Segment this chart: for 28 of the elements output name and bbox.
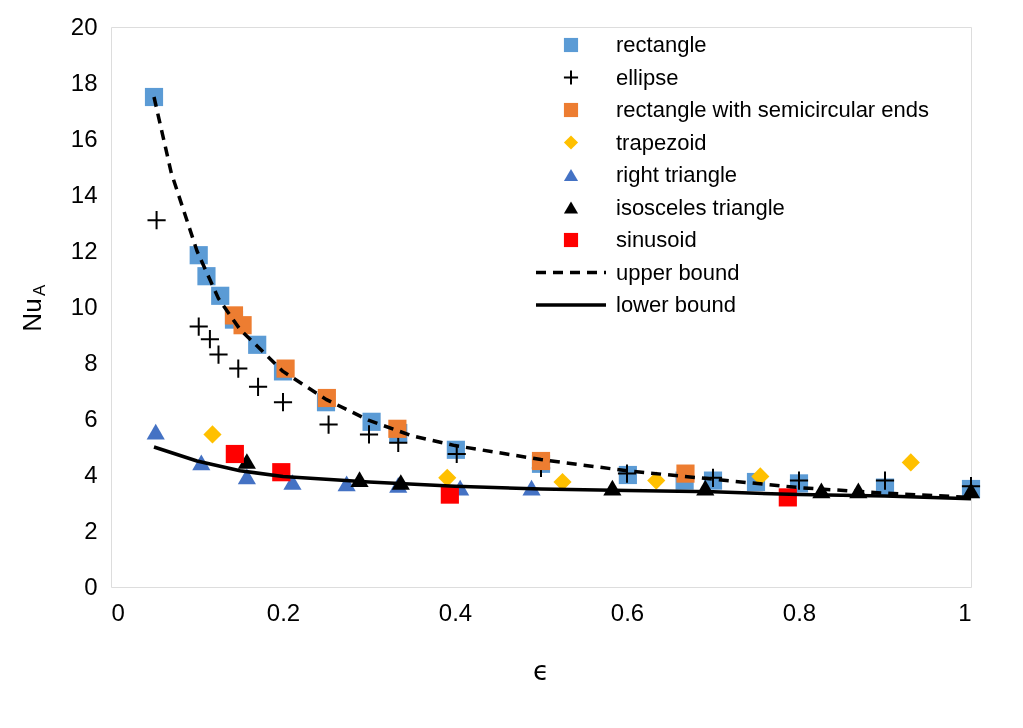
legend-label: rectangle bbox=[616, 32, 707, 57]
legend-label: upper bound bbox=[616, 259, 740, 285]
x-tick-label: 0.6 bbox=[610, 598, 645, 626]
legend-label: trapezoid bbox=[616, 129, 707, 155]
x-tick-label: 0 bbox=[111, 598, 125, 626]
y-tick-label: 10 bbox=[70, 292, 98, 320]
y-tick-label: 2 bbox=[84, 516, 98, 544]
y-tick-label: 18 bbox=[70, 68, 98, 96]
y-tick-label: 16 bbox=[70, 124, 98, 152]
x-tick-label: 0.2 bbox=[266, 598, 301, 626]
y-tick-label: 20 bbox=[70, 12, 98, 40]
legend-label: ellipse bbox=[616, 64, 679, 90]
y-tick-label: 0 bbox=[84, 572, 98, 600]
y-tick-label: 8 bbox=[84, 348, 98, 376]
y-tick-label: 14 bbox=[70, 180, 98, 208]
legend-label: sinusoid bbox=[616, 227, 697, 252]
x-tick-label: 0.8 bbox=[782, 598, 817, 626]
legend-label: isosceles triangle bbox=[616, 194, 785, 220]
legend-label: right triangle bbox=[616, 162, 738, 187]
y-tick-label: 6 bbox=[84, 404, 98, 432]
legend-label: lower bound bbox=[616, 292, 736, 317]
x-axis-title: ϵ bbox=[533, 656, 549, 686]
y-axis-title: NuA bbox=[17, 284, 49, 332]
y-tick-label: 4 bbox=[84, 460, 98, 488]
x-tick-label: 0.4 bbox=[438, 598, 473, 626]
y-tick-label: 12 bbox=[70, 236, 98, 264]
legend-label: rectangle with semicircular ends bbox=[616, 97, 930, 122]
x-tick-label: 1 bbox=[958, 598, 972, 626]
